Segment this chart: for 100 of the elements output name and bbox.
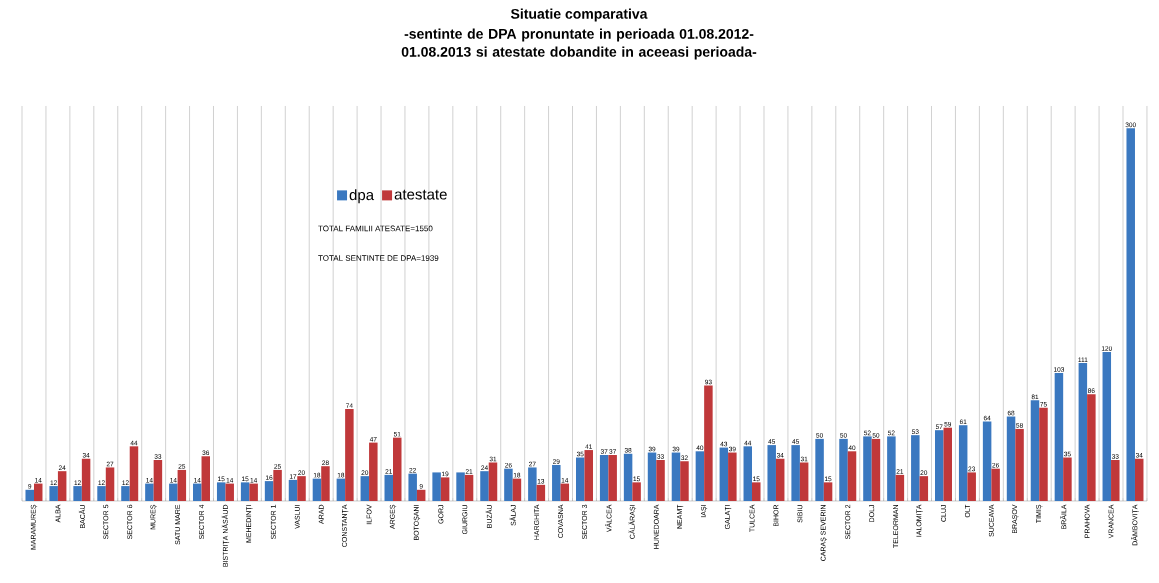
bar (943, 427, 952, 501)
bar (264, 481, 274, 501)
bar (512, 478, 522, 501)
annotation: TOTAL SENTINTE DE DPA=1939 (318, 255, 439, 261)
bar (863, 436, 872, 501)
bar (575, 457, 585, 501)
bar (240, 482, 250, 501)
bar (815, 438, 824, 501)
bar (193, 483, 202, 501)
bar (1087, 394, 1096, 501)
bar (345, 409, 354, 501)
bar (312, 478, 322, 501)
bar (432, 472, 441, 501)
bar (935, 430, 944, 501)
bar (1063, 457, 1072, 501)
bar (81, 458, 91, 501)
bar (536, 484, 546, 501)
bar (1015, 428, 1024, 501)
bar (919, 476, 929, 501)
bar (743, 446, 753, 501)
bar (958, 425, 968, 501)
bar (982, 421, 992, 501)
bar (225, 483, 234, 501)
bar (456, 472, 465, 501)
bar (767, 445, 776, 501)
bar (1102, 351, 1112, 501)
bar (288, 479, 298, 501)
bar (1134, 458, 1144, 501)
bar (895, 474, 905, 501)
bar (336, 478, 346, 501)
bar (73, 486, 82, 501)
bar (719, 447, 729, 501)
bar (623, 453, 633, 501)
bar (297, 476, 306, 501)
bar (560, 483, 570, 501)
bar (464, 474, 474, 501)
chart-subtitle: -sentinte de DPA pronuntate in perioada 01.08.2012-01.08.2013 si atestate dobandite in aceeasi perioada- (401, 28, 757, 60)
chart-title: Situatie comparativa (510, 8, 648, 22)
bar (671, 452, 681, 501)
bar (416, 489, 426, 501)
bar (584, 450, 593, 501)
bar (153, 460, 163, 501)
bar (97, 486, 106, 501)
bar (680, 461, 689, 501)
bar (384, 474, 393, 501)
bar (608, 455, 617, 501)
bar (1030, 400, 1040, 501)
bar (887, 436, 896, 501)
bar (752, 482, 761, 501)
bar (504, 468, 513, 501)
bar (408, 473, 417, 501)
bar (704, 385, 713, 501)
legend-label: dpa (349, 189, 375, 204)
bar (49, 486, 58, 501)
bar (201, 456, 211, 501)
bar (599, 455, 609, 501)
bar (249, 483, 258, 501)
bar (216, 482, 226, 501)
bar (799, 462, 809, 501)
bar (393, 437, 402, 501)
bar (911, 435, 920, 501)
bar (105, 467, 115, 501)
bar (775, 458, 785, 501)
bar (647, 452, 657, 501)
bar (823, 482, 833, 501)
bar (480, 471, 489, 501)
bar (847, 451, 857, 501)
bar (1126, 128, 1135, 501)
bar (695, 451, 705, 501)
bar (169, 483, 178, 501)
bar (129, 446, 139, 501)
bar (552, 464, 561, 501)
bar (369, 442, 378, 501)
bar (528, 467, 537, 501)
bar (1054, 373, 1064, 501)
bar (728, 452, 737, 501)
bar (360, 476, 370, 501)
bar (440, 477, 450, 501)
bar (25, 489, 34, 501)
bar (1006, 416, 1016, 501)
bar (488, 462, 498, 501)
bar (967, 472, 976, 501)
bar (656, 460, 665, 501)
bar (791, 445, 800, 501)
bar (871, 438, 881, 501)
annotation: TOTAL FAMILII ATESATE=1550 (318, 225, 433, 232)
bar (991, 468, 1000, 501)
bar (632, 482, 641, 501)
bar (1039, 407, 1048, 501)
bar (121, 486, 130, 501)
bar (1111, 460, 1120, 501)
bar (57, 471, 67, 501)
bar (321, 466, 330, 501)
bar (145, 483, 154, 501)
bar (839, 438, 848, 501)
legend-label: atestate (394, 189, 447, 200)
bar (177, 469, 187, 501)
bar (33, 483, 43, 501)
bar (1078, 363, 1088, 501)
bar (273, 469, 282, 501)
